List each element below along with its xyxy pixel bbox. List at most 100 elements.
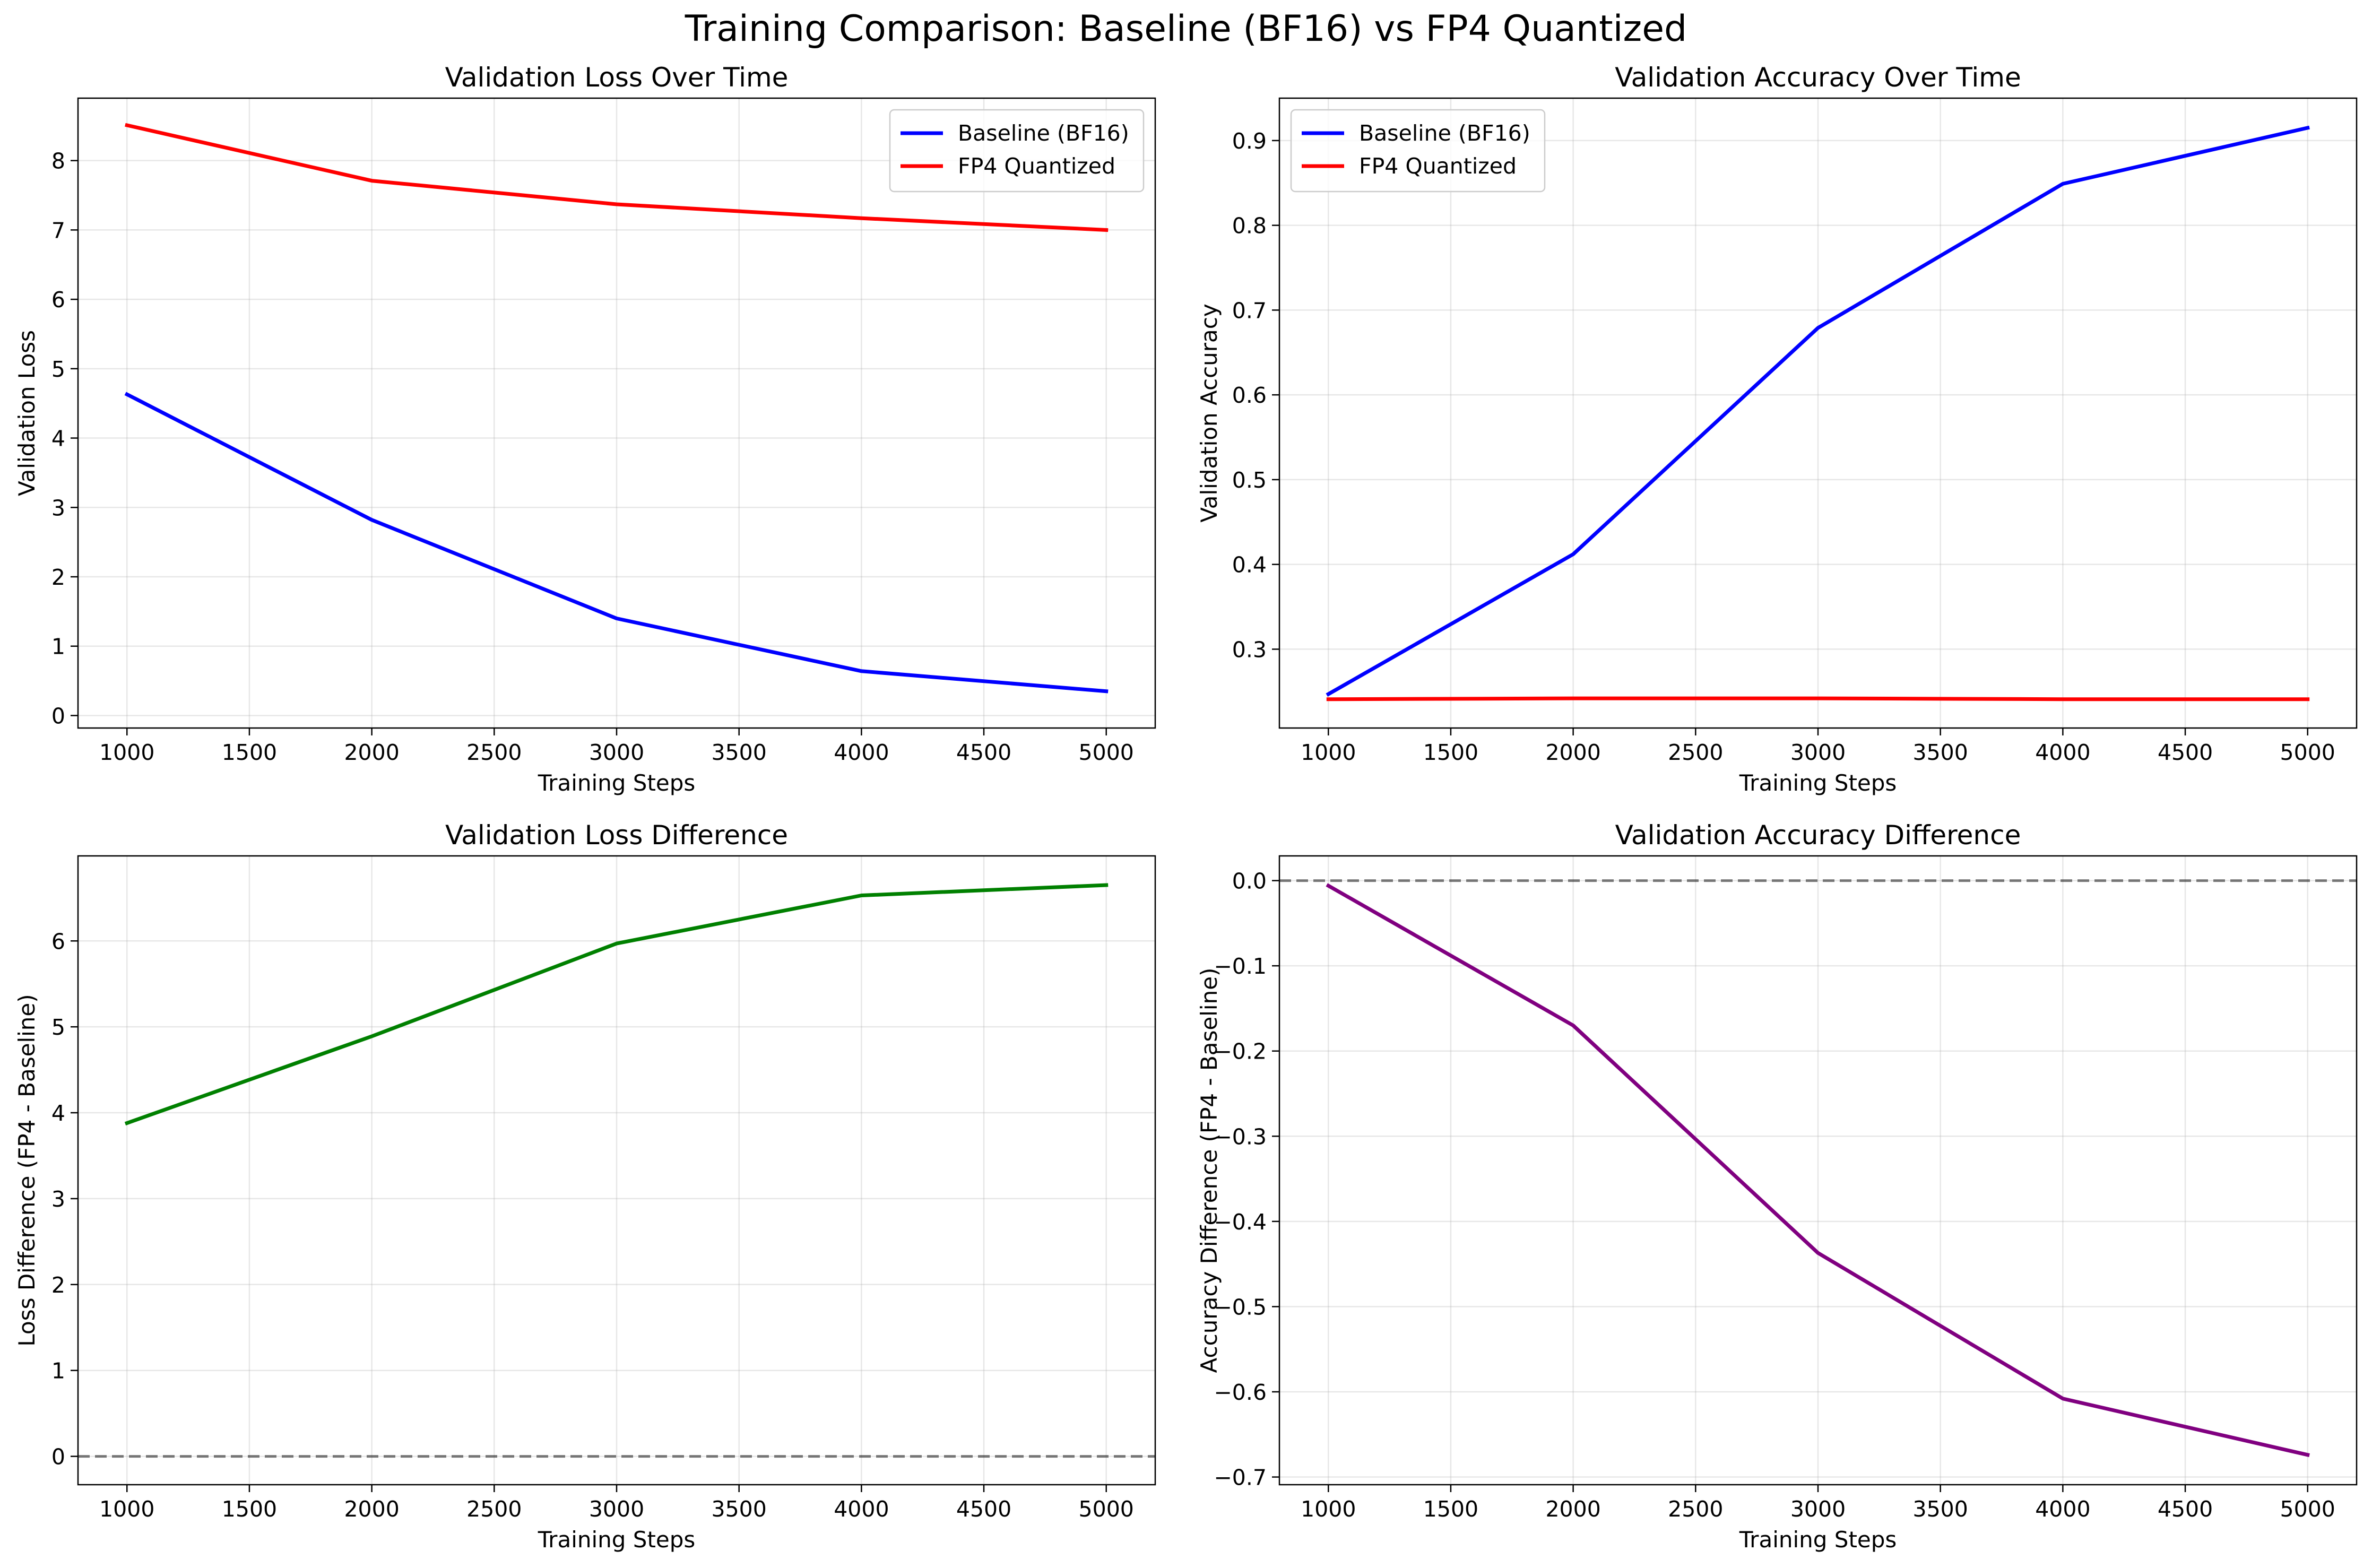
y-tick-label: 1 bbox=[51, 1358, 65, 1384]
legend: Baseline (BF16) FP4 Quantized bbox=[1290, 109, 1546, 193]
x-tick-label: 3500 bbox=[712, 1496, 767, 1522]
y-axis-label: Validation Loss bbox=[14, 330, 40, 496]
x-tick-label: 1500 bbox=[222, 1496, 277, 1522]
x-tick-label: 4500 bbox=[2158, 1496, 2213, 1522]
y-tick-label: −0.5 bbox=[1214, 1294, 1267, 1320]
y-tick-label: 6 bbox=[51, 929, 65, 954]
x-tick-label: 3000 bbox=[1790, 740, 1846, 765]
x-tick-label: 3500 bbox=[1913, 1496, 1968, 1522]
subplot-grid: 1000 1500 2000 2500 3000 3500 4000 4500 5000 0 1 2 3… bbox=[14, 62, 2358, 1553]
x-tick-label: 4000 bbox=[2035, 1496, 2090, 1522]
y-tick-label: 0 bbox=[51, 1444, 65, 1470]
x-tick-label: 3000 bbox=[1790, 1496, 1846, 1522]
x-tick-label: 4000 bbox=[834, 740, 889, 765]
x-tick-label: 5000 bbox=[2280, 1496, 2335, 1522]
series-line-baseline-bf16 bbox=[124, 392, 1109, 694]
y-tick-label: −0.4 bbox=[1214, 1209, 1267, 1235]
figure-title: Training Comparison: Baseline (BF16) vs … bbox=[685, 8, 1687, 50]
x-tick-label: 1000 bbox=[1301, 740, 1356, 765]
y-tick-label: 2 bbox=[51, 1272, 65, 1298]
y-tick-label: 0.7 bbox=[1232, 298, 1267, 323]
subplot-accuracy: 1000 1500 2000 2500 3000 3500 4000 4500 5000 0.3 0… bbox=[1196, 62, 2358, 796]
x-tick-label: 2500 bbox=[1668, 1496, 1723, 1522]
x-axis-label: Training Steps bbox=[1739, 1527, 1897, 1553]
x-tick-label: 2500 bbox=[1668, 740, 1723, 765]
x-tick-label: 4500 bbox=[2158, 740, 2213, 765]
y-tick-label: 0 bbox=[51, 703, 65, 729]
y-tick-label: 0.4 bbox=[1232, 552, 1267, 578]
y-tick-label: 0.3 bbox=[1232, 637, 1267, 662]
y-tick-label: 3 bbox=[51, 1186, 65, 1212]
y-tick-label: 0.6 bbox=[1232, 383, 1267, 408]
y-tick-label: 0.0 bbox=[1232, 869, 1267, 894]
x-axis-label: Training Steps bbox=[538, 1527, 696, 1553]
y-tick-label: −0.3 bbox=[1214, 1124, 1267, 1149]
y-tick-label: 5 bbox=[51, 1015, 65, 1040]
legend-label: FP4 Quantized bbox=[958, 153, 1115, 179]
y-tick-label: 8 bbox=[51, 149, 65, 174]
y-tick-label: 0.5 bbox=[1232, 467, 1267, 493]
legend-frame bbox=[889, 109, 1145, 193]
subplot-title: Validation Accuracy Difference bbox=[1615, 820, 2021, 851]
x-tick-label: 4500 bbox=[956, 1496, 1011, 1522]
series-line-baseline-bf16 bbox=[1326, 125, 2310, 697]
x-tick-label: 3000 bbox=[589, 740, 644, 765]
x-tick-label: 4000 bbox=[2035, 740, 2090, 765]
y-tick-label: 1 bbox=[51, 634, 65, 660]
subplot-loss-diff: 1000 1500 2000 2500 3000 3500 4000 4500 5000 0 1 2 3… bbox=[14, 820, 1156, 1553]
x-tick-label: 2000 bbox=[344, 1496, 399, 1522]
x-tick-label: 2000 bbox=[1545, 1496, 1600, 1522]
x-tick-label: 4500 bbox=[956, 740, 1011, 765]
y-tick-label: 0.9 bbox=[1232, 128, 1267, 154]
subplot-loss: 1000 1500 2000 2500 3000 3500 4000 4500 5000 0 1 2 3… bbox=[14, 62, 1156, 796]
y-tick-label: 4 bbox=[51, 426, 65, 452]
x-tick-label: 2000 bbox=[1545, 740, 1600, 765]
x-tick-label: 5000 bbox=[1079, 1496, 1134, 1522]
x-tick-label: 1000 bbox=[1301, 1496, 1356, 1522]
x-tick-label: 1500 bbox=[222, 740, 277, 765]
x-tick-label: 3500 bbox=[712, 740, 767, 765]
series-line-loss-diff bbox=[124, 883, 1109, 1125]
x-tick-label: 1000 bbox=[99, 740, 154, 765]
y-axis-label: Loss Difference (FP4 - Baseline) bbox=[14, 994, 40, 1346]
x-tick-label: 1500 bbox=[1423, 740, 1478, 765]
subplot-title: Validation Loss Difference bbox=[445, 820, 788, 851]
subplot-title: Validation Loss Over Time bbox=[445, 62, 789, 93]
x-tick-label: 2500 bbox=[466, 740, 522, 765]
x-tick-label: 2500 bbox=[466, 1496, 522, 1522]
y-tick-label: −0.6 bbox=[1214, 1380, 1267, 1405]
y-tick-label: −0.2 bbox=[1214, 1039, 1267, 1064]
legend-label: Baseline (BF16) bbox=[958, 120, 1129, 146]
subplot-title: Validation Accuracy Over Time bbox=[1615, 62, 2021, 93]
y-tick-label: −0.1 bbox=[1214, 954, 1267, 979]
x-axis-label: Training Steps bbox=[538, 770, 696, 796]
series-line-accuracy-diff bbox=[1326, 883, 2310, 1457]
x-tick-label: 5000 bbox=[2280, 740, 2335, 765]
legend-label: Baseline (BF16) bbox=[1359, 120, 1530, 146]
legend: Baseline (BF16) FP4 Quantized bbox=[889, 109, 1145, 193]
y-tick-label: 7 bbox=[51, 218, 65, 243]
x-tick-label: 1000 bbox=[99, 1496, 154, 1522]
y-tick-label: 0.8 bbox=[1232, 213, 1267, 239]
subplot-accuracy-diff: 1000 1500 2000 2500 3000 3500 4000 4500 5000 0.0 −… bbox=[1196, 820, 2358, 1553]
y-tick-label: −0.7 bbox=[1214, 1465, 1267, 1491]
x-tick-label: 3000 bbox=[589, 1496, 644, 1522]
x-tick-label: 2000 bbox=[344, 740, 399, 765]
x-tick-label: 4000 bbox=[834, 1496, 889, 1522]
legend-label: FP4 Quantized bbox=[1359, 153, 1517, 179]
series-line-fp4-quantized bbox=[125, 123, 1109, 232]
x-axis-label: Training Steps bbox=[1739, 770, 1897, 796]
x-tick-label: 1500 bbox=[1423, 1496, 1478, 1522]
legend-frame bbox=[1290, 109, 1546, 193]
y-axis-label: Accuracy Difference (FP4 - Baseline) bbox=[1196, 968, 1222, 1373]
series-line-fp4-quantized bbox=[1326, 696, 2310, 701]
x-tick-label: 3500 bbox=[1913, 740, 1968, 765]
y-tick-label: 6 bbox=[51, 287, 65, 313]
y-tick-label: 4 bbox=[51, 1101, 65, 1126]
y-axis-label: Validation Accuracy bbox=[1196, 304, 1222, 523]
y-tick-label: 5 bbox=[51, 357, 65, 382]
y-tick-label: 2 bbox=[51, 565, 65, 590]
x-tick-label: 5000 bbox=[1079, 740, 1134, 765]
